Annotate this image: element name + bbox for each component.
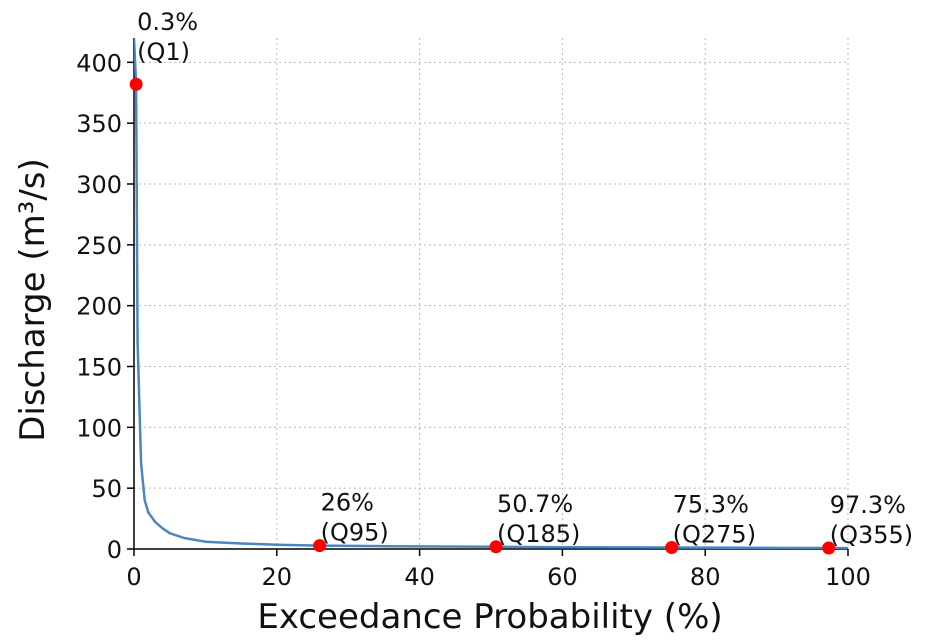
grid-layer bbox=[134, 38, 849, 549]
axes-layer: 0 20 40 60 80 100 0 50 100 150 200 250 300 350 400 bbox=[76, 38, 871, 591]
highlight-point bbox=[665, 541, 679, 555]
highlight-point bbox=[313, 539, 327, 553]
y-tick-label: 100 bbox=[76, 414, 122, 442]
point-label-percent: 75.3% bbox=[673, 491, 749, 519]
point-label-percent: 50.7% bbox=[497, 490, 573, 518]
marker-layer bbox=[129, 77, 836, 555]
point-label-percent: 97.3% bbox=[830, 491, 906, 519]
point-label-percent: 26% bbox=[321, 489, 374, 517]
y-tick-label: 150 bbox=[76, 354, 122, 382]
x-tick-label: 80 bbox=[690, 563, 721, 591]
y-tick-label: 400 bbox=[76, 49, 122, 77]
point-label-quantile: (Q275) bbox=[673, 521, 756, 549]
point-label-quantile: (Q1) bbox=[137, 38, 190, 66]
y-tick-label: 350 bbox=[76, 110, 122, 138]
x-tick-label: 100 bbox=[825, 563, 871, 591]
point-label-quantile: (Q185) bbox=[497, 520, 580, 548]
y-tick-label: 250 bbox=[76, 232, 122, 260]
label-layer: 0.3%(Q1) 26%(Q95) 50.7%(Q185) 75.3%(Q275) 97… bbox=[137, 8, 913, 549]
x-tick-label: 60 bbox=[547, 563, 578, 591]
point-label-quantile: (Q95) bbox=[321, 519, 389, 547]
x-axis-title: Exceedance Probability (%) bbox=[257, 597, 722, 637]
x-tick-label: 40 bbox=[404, 563, 435, 591]
highlight-point bbox=[822, 541, 836, 555]
y-axis-title: Discharge (m³/s) bbox=[13, 158, 53, 442]
point-label-percent: 0.3% bbox=[137, 8, 198, 36]
flow-duration-line bbox=[134, 37, 848, 549]
x-tick-label: 20 bbox=[262, 563, 293, 591]
series-layer bbox=[134, 37, 848, 549]
highlight-point bbox=[129, 77, 143, 91]
y-tick-label: 50 bbox=[91, 475, 122, 503]
point-label-quantile: (Q355) bbox=[830, 521, 913, 549]
y-tick-label: 200 bbox=[76, 293, 122, 321]
x-tick-label: 0 bbox=[126, 563, 141, 591]
y-tick-label: 300 bbox=[76, 171, 122, 199]
y-tick-label: 0 bbox=[107, 536, 122, 564]
highlight-point bbox=[489, 540, 503, 554]
